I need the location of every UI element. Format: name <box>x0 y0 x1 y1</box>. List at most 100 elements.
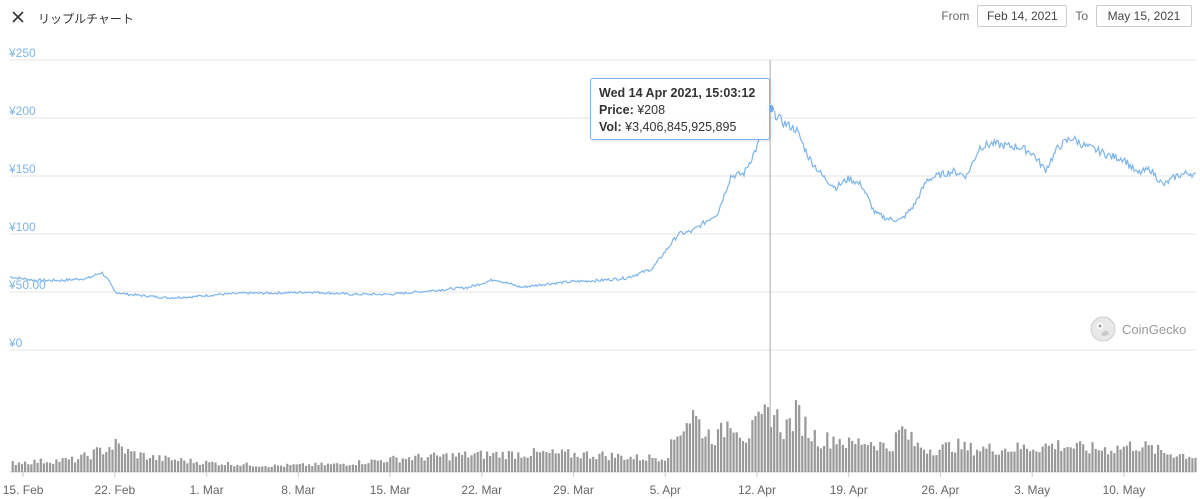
volume-bar <box>957 438 960 472</box>
volume-bar <box>573 452 576 472</box>
volume-bar <box>1063 447 1066 472</box>
volume-bar <box>1185 458 1188 472</box>
volume-bar <box>776 409 779 472</box>
price-chart[interactable]: ¥0¥50.00¥100¥150¥200¥250 15. Feb 22. Feb 1… <box>0 36 1200 499</box>
volume-bar <box>108 447 111 472</box>
volume-bar <box>539 452 542 472</box>
volume-bar <box>130 451 133 472</box>
x-tick-label: 22. Feb <box>94 483 135 497</box>
volume-bar <box>732 432 735 472</box>
volume-bar <box>966 450 969 472</box>
to-date-input[interactable] <box>1096 5 1192 27</box>
volume-bar <box>239 465 242 472</box>
volume-bar <box>632 459 635 472</box>
volume-bar <box>445 453 448 472</box>
price-series-line <box>10 103 1197 300</box>
volume-bar <box>80 454 83 472</box>
volume-bar <box>417 453 420 472</box>
volume-bar <box>1016 442 1019 472</box>
x-tick-label: 29. Mar <box>553 483 594 497</box>
volume-bar <box>429 454 432 472</box>
volume-bar <box>401 458 404 472</box>
chart-title: リップルチャート <box>38 12 134 26</box>
volume-bar <box>542 450 545 472</box>
volume-bar <box>280 465 283 472</box>
volume-bar <box>667 458 670 472</box>
volume-bar <box>386 462 389 472</box>
volume-bar <box>92 449 95 472</box>
volume-bar <box>589 458 592 472</box>
volume-bar <box>901 426 904 472</box>
volume-bar <box>142 453 145 472</box>
volume-bar <box>913 446 916 472</box>
volume-bar <box>1110 450 1113 472</box>
from-label: From <box>941 9 970 23</box>
volume-bar <box>286 463 289 472</box>
volume-bar <box>27 464 30 472</box>
volume-bar <box>972 455 975 472</box>
volume-bar <box>922 449 926 472</box>
volume-bar <box>432 452 436 472</box>
volume-bar <box>361 464 364 472</box>
volume-bar <box>70 456 74 472</box>
from-date-input[interactable] <box>977 5 1068 27</box>
volume-bar <box>1088 453 1091 472</box>
volume-bar <box>1085 450 1088 472</box>
volume-bar <box>283 466 286 472</box>
volume-bar <box>1178 454 1181 472</box>
volume-bar <box>389 457 392 472</box>
chart-header: リップルチャート From To <box>0 0 1200 36</box>
volume-bar <box>492 453 495 472</box>
volume-bar <box>1194 457 1197 472</box>
volume-bar <box>682 431 685 472</box>
volume-bar <box>180 458 183 472</box>
volume-bar <box>929 449 932 472</box>
volume-bar <box>720 422 723 472</box>
volume-bar <box>117 443 120 472</box>
volume-bar <box>904 429 907 472</box>
volume-bar <box>1019 449 1022 472</box>
volume-bar <box>498 457 501 472</box>
volume-bar <box>907 439 910 472</box>
volume-bar <box>532 448 535 472</box>
volume-bar <box>1100 450 1103 472</box>
volume-bar <box>564 451 567 472</box>
volume-bar <box>411 460 414 472</box>
volume-bar <box>354 465 358 472</box>
volume-bar <box>476 452 479 472</box>
volume-bar <box>95 447 98 472</box>
volume-bar <box>86 455 89 472</box>
close-icon[interactable] <box>9 8 27 26</box>
y-tick-label: ¥200 <box>8 104 36 118</box>
coingecko-credit[interactable]: CoinGecko <box>1090 316 1186 342</box>
volume-bar <box>358 460 361 472</box>
y-tick-label: ¥150 <box>8 162 36 176</box>
volume-bar <box>816 446 819 472</box>
volume-bar <box>120 446 123 472</box>
volume-bar <box>367 463 370 472</box>
volume-bar <box>392 455 395 472</box>
volume-bar <box>891 451 894 472</box>
volume-bar <box>598 453 601 472</box>
x-tick-label: 15. Feb <box>3 483 44 497</box>
volume-bar <box>470 455 473 472</box>
volume-bar <box>610 452 613 472</box>
volume-bar <box>148 458 152 472</box>
volume-bar <box>916 442 919 472</box>
volume-bar <box>436 455 439 472</box>
volume-bar <box>729 428 732 472</box>
y-tick-label: ¥250 <box>8 46 36 60</box>
volume-bar <box>1132 451 1135 472</box>
volume-bar <box>407 457 411 472</box>
tooltip-volume: Vol: ¥3,406,845,925,895 <box>599 119 761 136</box>
volume-bar <box>99 447 102 472</box>
x-axis: 15. Feb 22. Feb 1. Mar 8. Mar 15. Mar 22. Mar… <box>3 472 1145 497</box>
volume-bar <box>1172 457 1175 472</box>
volume-bar <box>329 464 333 472</box>
volume-bar <box>364 464 367 472</box>
volume-bar <box>420 457 423 472</box>
volume-series <box>11 400 1197 472</box>
volume-bar <box>345 465 348 472</box>
volume-bar <box>155 460 158 472</box>
volume-bar <box>1135 450 1138 472</box>
